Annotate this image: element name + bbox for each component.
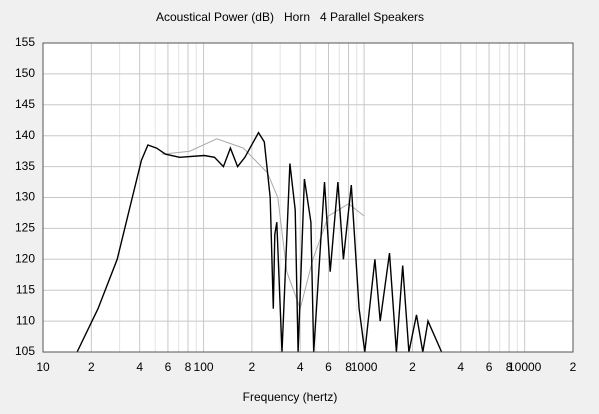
x-tick-label: 100 xyxy=(194,360,214,374)
y-tick-label: 140 xyxy=(15,128,35,142)
x-tick-label: 2 xyxy=(409,360,416,374)
y-tick-label: 145 xyxy=(15,97,35,111)
x-tick-label: 6 xyxy=(486,360,493,374)
x-tick-label: 10 xyxy=(36,360,50,374)
x-tick-label: 10000 xyxy=(508,360,542,374)
line-series xyxy=(161,138,365,311)
line-series xyxy=(76,131,443,353)
x-tick-label: 4 xyxy=(136,360,143,374)
y-tick-label: 150 xyxy=(15,66,35,80)
y-tick-label: 155 xyxy=(15,35,35,49)
y-tick-label: 110 xyxy=(16,313,35,327)
x-tick-label: 2 xyxy=(570,360,577,374)
plot-border xyxy=(42,42,574,353)
y-tick-label: 115 xyxy=(16,282,35,296)
x-tick-label: 2 xyxy=(88,360,95,374)
y-tick-label: 130 xyxy=(15,190,35,204)
y-tick-label: 125 xyxy=(15,221,35,235)
x-tick-label: 4 xyxy=(297,360,304,374)
y-tick-label: 105 xyxy=(15,344,35,358)
chart-title: Acoustical Power (dB) Horn 4 Parallel Sp… xyxy=(156,10,424,24)
x-tick-label: 8 xyxy=(185,360,192,374)
x-tick-label: 6 xyxy=(165,360,172,374)
x-tick-label: 2 xyxy=(249,360,256,374)
y-tick-label: 135 xyxy=(15,159,35,173)
y-tick-label: 120 xyxy=(15,251,35,265)
x-tick-label: 6 xyxy=(325,360,332,374)
x-axis-label: Frequency (hertz) xyxy=(243,390,338,404)
x-tick-label: 8 xyxy=(345,360,352,374)
x-tick-label: 4 xyxy=(457,360,464,374)
x-tick-label: 8 xyxy=(506,360,513,374)
x-tick-label: 1000 xyxy=(351,360,378,374)
